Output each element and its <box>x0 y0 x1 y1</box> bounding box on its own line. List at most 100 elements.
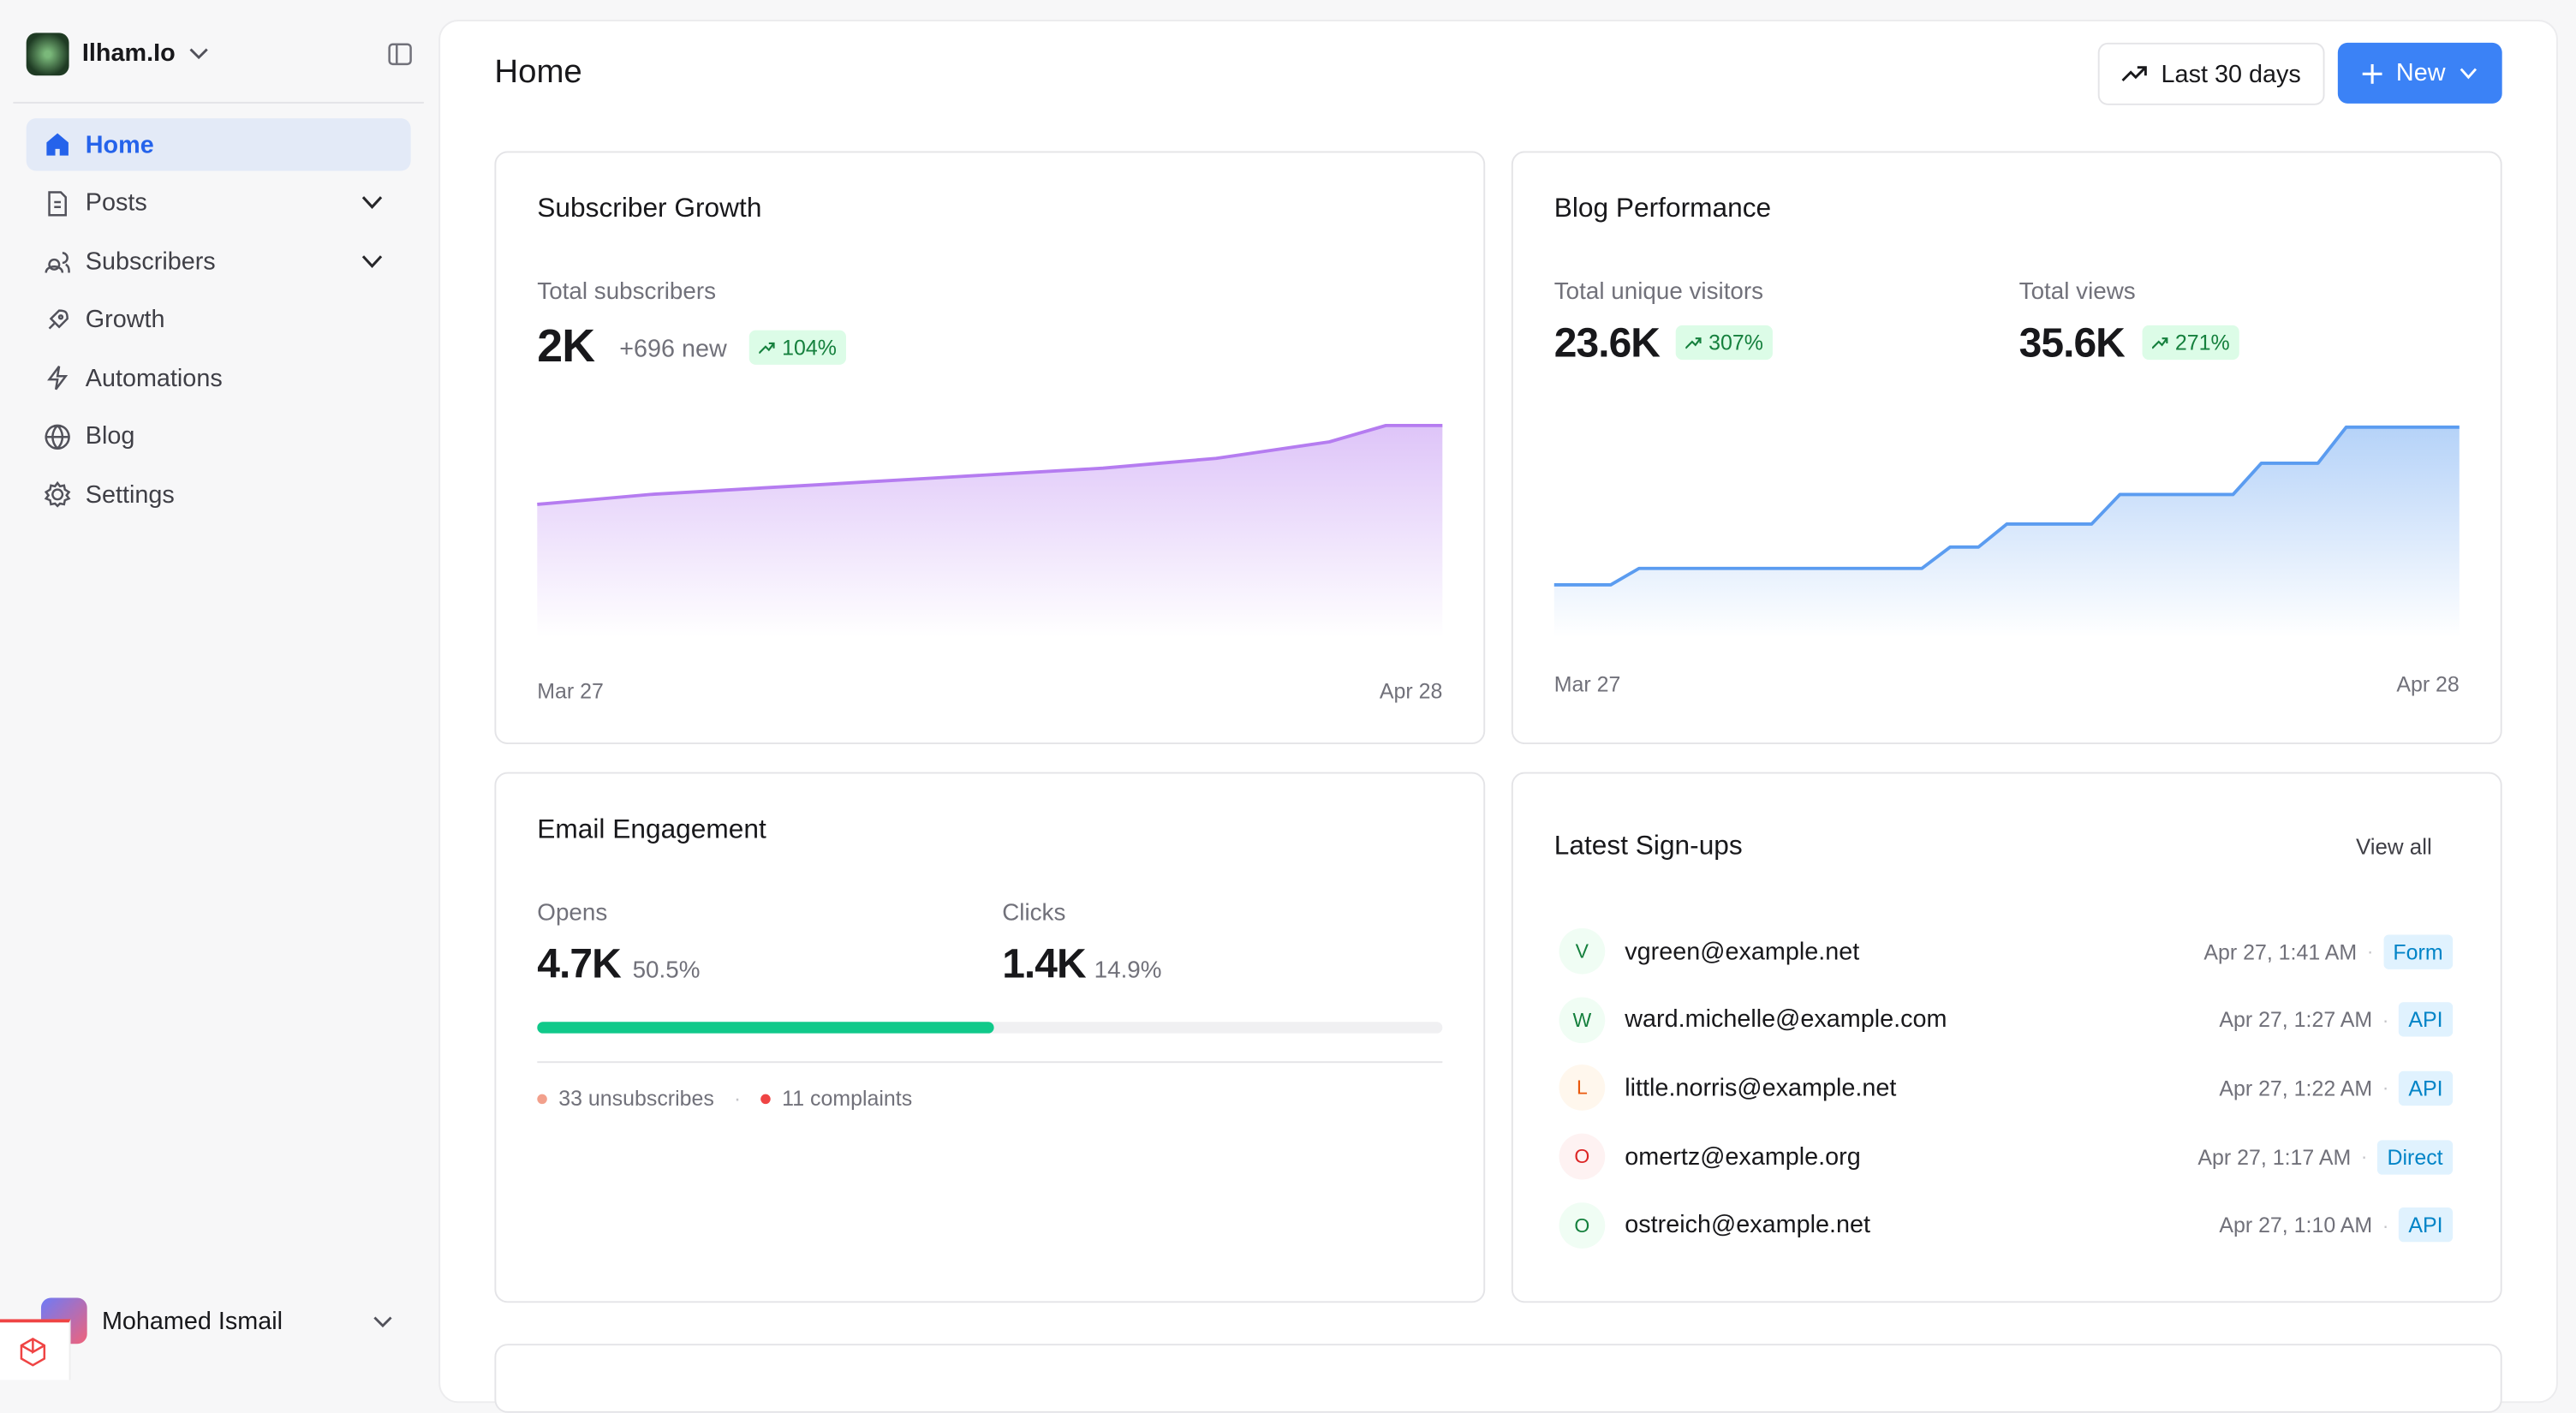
chevron-path <box>361 196 383 209</box>
dot <box>537 1093 547 1104</box>
chart: Mar 27 Apr 28 <box>537 423 1443 703</box>
nav-item[interactable]: Blog <box>27 410 411 462</box>
range-button[interactable]: Last 30 days <box>2097 42 2325 105</box>
email: omertz@example.org <box>1625 1142 1861 1172</box>
nav-chevron <box>361 254 383 268</box>
page-title: Home <box>494 54 582 91</box>
clicks-value: 1.4K <box>1002 941 1086 987</box>
nav-icon <box>48 190 67 216</box>
area-fill <box>537 425 1443 638</box>
source-badge: API <box>2398 1070 2454 1106</box>
avatar: O <box>1559 1201 1606 1249</box>
nav-item[interactable]: Automations <box>27 352 411 404</box>
separator: · <box>733 1086 742 1111</box>
x-tick-label: Mar 27 <box>537 679 604 703</box>
progress-track <box>537 1022 1443 1034</box>
time: Apr 27, 1:41 AM <box>2203 939 2358 964</box>
nav-item[interactable]: Subscribers <box>27 235 411 287</box>
email-card: Email Engagement Opens 4.7K 50.5% Clicks… <box>494 772 1486 1303</box>
nav-label: Home <box>85 130 154 159</box>
change-badge: 307% <box>1675 325 1774 361</box>
change-value: 307% <box>1708 330 1763 355</box>
change-badge: 104% <box>748 330 847 365</box>
nav-icon <box>46 133 69 156</box>
opens-value: 4.7K <box>537 941 621 987</box>
stat-value: 23.6K <box>1553 320 1661 367</box>
dev-badge[interactable] <box>0 1319 71 1380</box>
nav-item[interactable]: Growth <box>27 293 411 345</box>
sidebar-toggle[interactable] <box>388 43 413 66</box>
line <box>537 423 1443 506</box>
opens-label: Opens <box>537 900 608 927</box>
dot <box>760 1093 771 1104</box>
nav-label: Growth <box>85 305 165 334</box>
stat-value: 2K <box>537 320 595 372</box>
user-name[interactable]: Mohamed Ismail <box>101 1308 283 1336</box>
stat-new: +696 new <box>619 335 727 363</box>
nav-item[interactable]: Posts <box>27 176 411 229</box>
time: Apr 27, 1:27 AM <box>2219 1007 2373 1033</box>
nav-label: Blog <box>85 422 135 450</box>
chart: Mar 27 Apr 28 <box>1553 425 2460 697</box>
new-button[interactable]: New <box>2337 42 2502 104</box>
divider <box>13 101 424 104</box>
avatar: V <box>1559 927 1606 975</box>
trend-icon <box>759 341 775 354</box>
icon-path <box>46 133 69 156</box>
avatar: W <box>1559 996 1606 1043</box>
trend-icon <box>2152 337 2168 349</box>
card-title: Blog Performance <box>1553 194 1772 224</box>
line <box>1553 425 2460 587</box>
source-badge: API <box>2398 1207 2454 1243</box>
icon-path <box>47 366 69 391</box>
nav-icon <box>45 252 70 273</box>
chevron-path <box>361 254 383 268</box>
email: ostreich@example.net <box>1625 1211 1871 1240</box>
nav-icon <box>44 480 71 508</box>
nav-item[interactable]: Settings <box>27 468 411 521</box>
change-value: 271% <box>2174 330 2230 355</box>
email: ward.michelle@example.com <box>1625 1005 1947 1034</box>
nav-label: Automations <box>85 363 223 392</box>
email: vgreen@example.net <box>1625 937 1860 966</box>
card-title: Subscriber Growth <box>537 194 762 224</box>
view-all[interactable]: View all <box>2355 834 2432 860</box>
subscriber-card: Subscriber Growth Total subscribers 2K +… <box>494 151 1486 745</box>
change-badge: 271% <box>2142 325 2240 361</box>
next-card <box>494 1344 2502 1413</box>
x-tick-label: Mar 27 <box>1554 673 1621 697</box>
nav-label: Posts <box>85 188 147 218</box>
stat-value: 35.6K <box>2018 320 2126 367</box>
nav-label: Subscribers <box>85 247 216 276</box>
time: Apr 27, 1:22 AM <box>2219 1076 2373 1101</box>
nav-icon <box>47 366 69 391</box>
unsubscribes: 33 unsubscribes <box>558 1086 714 1111</box>
time: Apr 27, 1:17 AM <box>2197 1144 2352 1170</box>
separator: · <box>2382 1213 2389 1237</box>
divider <box>537 1061 1443 1064</box>
nav-label: Settings <box>85 480 175 509</box>
nav-item[interactable]: Home <box>26 118 411 171</box>
user-chevron[interactable] <box>373 1315 392 1331</box>
workspace-chevron[interactable] <box>189 46 209 63</box>
stat-label: Total subscribers <box>537 279 717 306</box>
engagement-footer: 33 unsubscribes · 11 complaints <box>537 1086 912 1111</box>
nav-icon <box>48 308 69 329</box>
area-fill <box>1553 426 2460 638</box>
app: Ilham.Io Home Posts Subscribers Growth Autom… <box>0 20 2558 1413</box>
source-badge: Direct <box>2376 1139 2454 1174</box>
complaints: 11 complaints <box>782 1086 913 1111</box>
source-badge: API <box>2398 1002 2454 1037</box>
card-title: Latest Sign-ups <box>1553 831 1743 862</box>
new-chevron <box>2459 67 2477 79</box>
workspace-name[interactable]: Ilham.Io <box>81 39 176 68</box>
dev-icon <box>20 1338 46 1367</box>
nav-icon <box>45 423 70 449</box>
trend-icon <box>1685 337 1702 349</box>
x-tick-label: Apr 28 <box>2396 673 2459 697</box>
icon-path <box>45 423 70 449</box>
opens-share: 50.5% <box>632 957 701 985</box>
